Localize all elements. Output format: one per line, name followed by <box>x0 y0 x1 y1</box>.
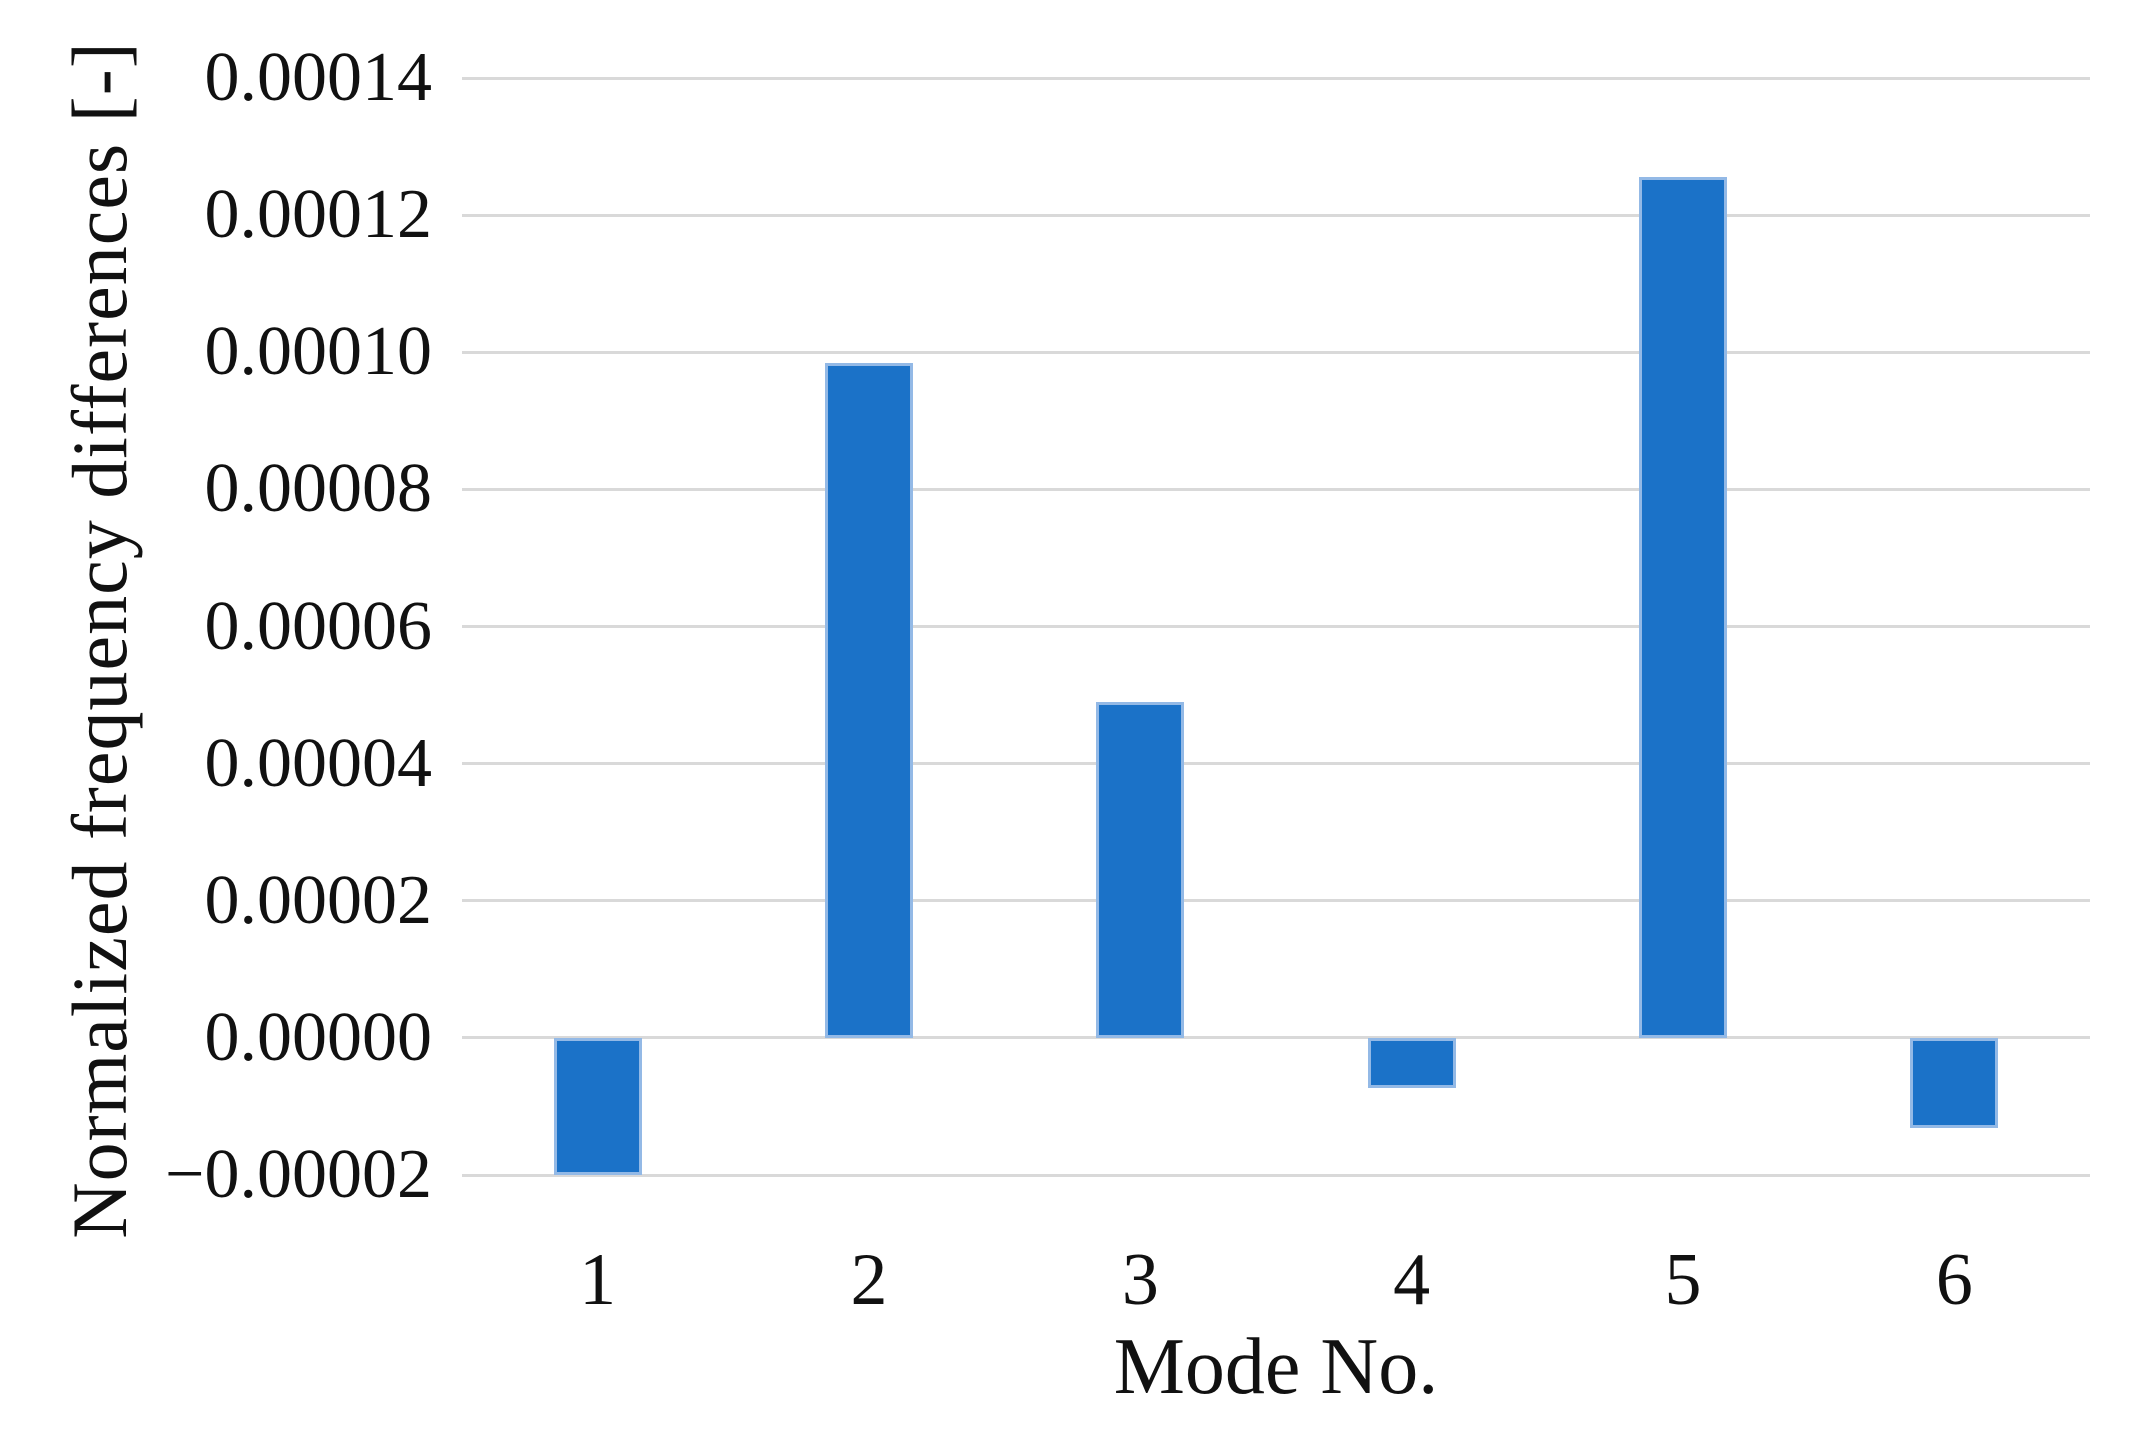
y-tick-label: 0.00010 <box>204 313 433 391</box>
bar-mode-2 <box>824 362 914 1038</box>
bar-mode-4 <box>1367 1037 1456 1088</box>
y-axis-ticks: 0.00014 0.00012 0.00010 0.00008 0.00006 0.000… <box>0 39 433 1213</box>
bar-mode-3 <box>1096 701 1185 1038</box>
y-tick-label: 0.00006 <box>204 587 433 665</box>
gridline <box>462 899 2090 903</box>
gridline <box>462 1036 2090 1040</box>
gridline <box>462 487 2090 491</box>
x-tick-label: 6 <box>1935 1239 1973 1321</box>
gridline <box>462 350 2090 354</box>
x-axis-title: Mode No. <box>1113 1323 1439 1411</box>
x-tick-label: 4 <box>1393 1239 1431 1321</box>
y-tick-label: 0.00012 <box>204 176 433 254</box>
gridline <box>462 625 2090 628</box>
gridline <box>462 213 2090 217</box>
y-tick-label: 0.00008 <box>204 450 433 528</box>
x-tick-label: 2 <box>850 1239 888 1321</box>
y-tick-label: 0.00002 <box>204 861 433 939</box>
y-tick-label: 0.00014 <box>204 39 433 116</box>
x-tick-label: 5 <box>1664 1239 1702 1321</box>
bar-mode-6 <box>1910 1037 1999 1128</box>
gridline <box>462 76 2090 80</box>
plot-area <box>462 76 2090 1177</box>
bar-mode-5 <box>1638 177 1728 1038</box>
gridline <box>462 762 2090 766</box>
x-axis-ticks: 1 2 3 4 5 6 <box>462 1238 2090 1333</box>
gridline <box>462 1173 2090 1177</box>
y-tick-label: 0.00004 <box>204 724 433 802</box>
x-tick-label: 1 <box>579 1239 617 1321</box>
y-tick-label: 0.00000 <box>204 998 433 1076</box>
x-tick-label: 3 <box>1121 1239 1159 1321</box>
y-tick-label: −0.00002 <box>165 1136 432 1213</box>
bar-mode-1 <box>553 1037 642 1175</box>
